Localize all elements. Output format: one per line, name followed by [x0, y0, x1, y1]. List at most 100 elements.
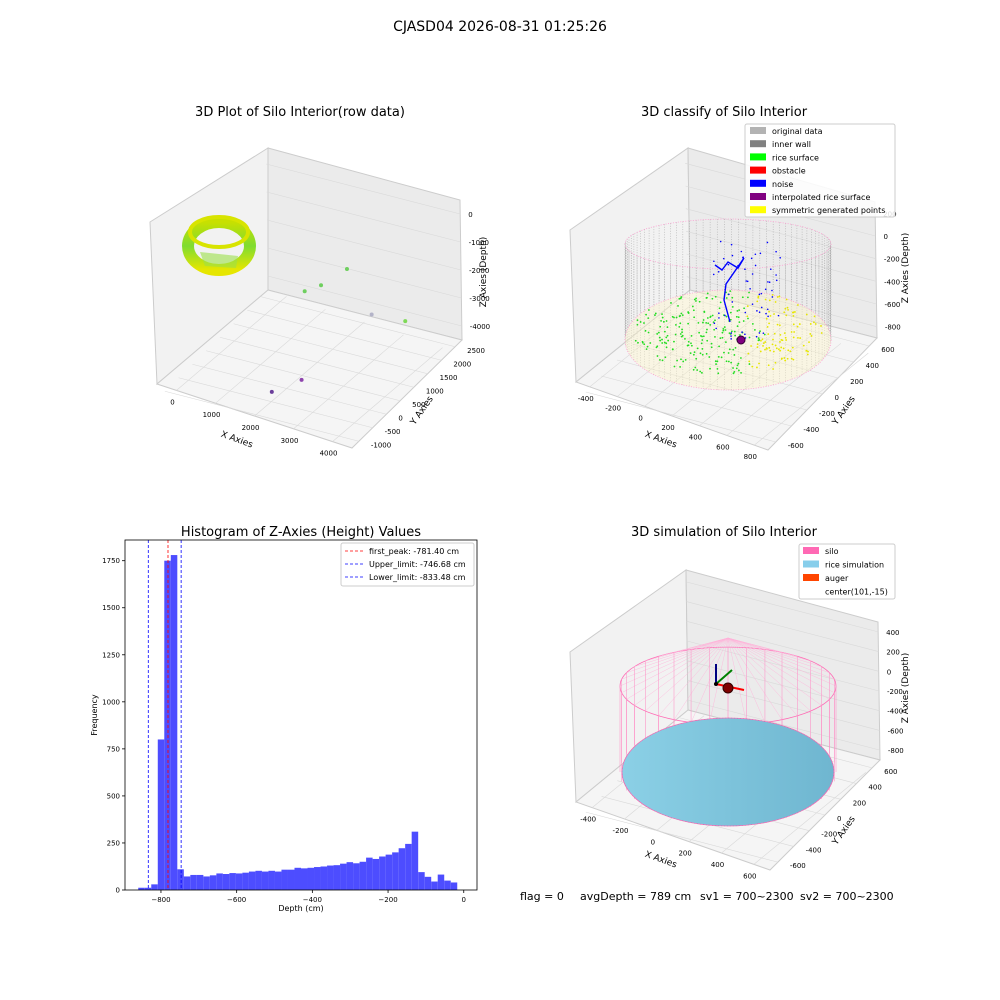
- x-tick-label: -200: [605, 405, 621, 413]
- symmetric-generated-point: [786, 306, 789, 309]
- status-sv2: sv2 = 700~2300: [800, 890, 894, 903]
- symmetric-generated-point: [768, 322, 770, 325]
- rice-surface-point: [725, 297, 728, 299]
- rice-surface-point: [676, 359, 679, 362]
- rice-surface-point: [675, 316, 678, 319]
- rice-surface-point: [719, 337, 722, 340]
- z-tick-label: -800: [885, 324, 901, 332]
- noise-point: [756, 310, 758, 312]
- rice-surface-point: [706, 339, 709, 342]
- symmetric-generated-point: [772, 350, 775, 353]
- rice-surface-point: [634, 339, 637, 342]
- rice-surface-point: [656, 355, 659, 357]
- y-tick-label: 1250: [102, 651, 120, 659]
- symmetric-generated-point: [757, 295, 760, 298]
- noise-point: [730, 338, 732, 340]
- histogram-bar: [157, 739, 165, 890]
- y-grid-line: [247, 309, 442, 361]
- noise-point: [722, 257, 725, 260]
- x-tick-label: −400: [303, 896, 322, 904]
- rice-surface-point: [665, 320, 668, 322]
- z-grid-line: [686, 253, 877, 305]
- bottom-rim-points: [624, 289, 832, 391]
- symmetric-generated-point: [772, 338, 774, 341]
- symmetric-generated-point: [773, 332, 776, 335]
- symmetric-generated-point: [790, 331, 793, 333]
- noise-point: [751, 303, 754, 305]
- noise-point: [744, 311, 747, 314]
- rice-surface-point: [708, 356, 711, 358]
- rice-surface-point: [698, 300, 701, 303]
- rice-surface-point: [673, 316, 675, 319]
- y-tick-label: 0: [835, 394, 839, 402]
- legend-label: auger: [825, 574, 849, 583]
- symmetric-generated-point: [784, 307, 787, 310]
- symmetric-generated-point: [779, 349, 782, 352]
- x-tick-label: 0: [170, 398, 174, 406]
- top-rim-points: [624, 218, 832, 270]
- symmetric-generated-point: [762, 342, 765, 345]
- z-grid-line: [267, 247, 462, 299]
- x-tick-label: 4000: [320, 450, 338, 458]
- histogram-bar: [216, 873, 223, 890]
- rice-surface-point: [659, 358, 661, 361]
- raw-data-point: [269, 389, 274, 394]
- symmetric-generated-point: [809, 333, 812, 335]
- y-tick-label: -500: [385, 428, 401, 436]
- rice-surface-point: [738, 369, 740, 372]
- silo-roof-line: [690, 637, 729, 723]
- symmetric-generated-point: [802, 344, 805, 347]
- noise-point: [746, 280, 749, 283]
- y-grid-line: [585, 811, 778, 863]
- x-grid-line: [726, 343, 842, 436]
- histogram-bar: [340, 863, 347, 890]
- y-grid-line: [164, 390, 359, 442]
- z-tick-label: -600: [888, 727, 904, 735]
- rice-surface-point: [681, 314, 684, 317]
- classify-plot-xlabel: X Axies: [643, 430, 678, 451]
- symmetric-generated-point: [748, 360, 751, 363]
- rice-surface-point: [734, 346, 737, 349]
- x-tick-label: 400: [689, 434, 702, 442]
- rice-surface-point: [717, 355, 720, 358]
- y-grid-line: [679, 295, 870, 347]
- raw-plot-zlabel: Z Axies (Depth): [479, 237, 489, 308]
- symmetric-generated-point: [792, 336, 795, 339]
- histogram-panel: Histogram of Z-Axies (Height) Values −80…: [90, 525, 478, 913]
- x-tick-label: -400: [580, 816, 596, 824]
- rice-surface-point: [641, 340, 644, 343]
- y-tick-label: 0: [837, 815, 841, 823]
- rice-surface-point: [747, 317, 749, 320]
- symmetric-generated-point: [784, 359, 787, 362]
- rice-surface-point: [736, 325, 739, 328]
- symmetric-generated-point: [766, 326, 769, 328]
- symmetric-generated-point: [820, 332, 823, 334]
- silo-roof-line: [727, 637, 747, 725]
- rice-surface-point: [678, 297, 681, 300]
- histogram-bar: [190, 874, 197, 890]
- x-tick-label: 3000: [281, 437, 299, 445]
- noise-point: [758, 293, 761, 296]
- silo-roof-line: [727, 637, 783, 720]
- rice-surface-point: [678, 325, 681, 328]
- rice-surface-point: [696, 369, 699, 371]
- histogram-ylabel: Frequency: [90, 694, 99, 736]
- noise-point: [718, 317, 720, 319]
- rice-surface-point: [671, 315, 674, 318]
- rice-surface-point: [733, 370, 736, 373]
- histogram-bar: [287, 869, 295, 890]
- legend-label: Upper_limit: -746.68 cm: [369, 560, 466, 569]
- z-grid-line: [686, 620, 879, 672]
- rice-surface-point: [737, 362, 740, 365]
- y-tick-label: 600: [881, 346, 894, 354]
- noise-point: [751, 273, 754, 275]
- classify-plot-legend: original data inner wall rice surface obsta…: [744, 123, 896, 218]
- symmetric-generated-point: [778, 324, 781, 327]
- rice-surface-point: [636, 323, 639, 326]
- symmetric-generated-point: [797, 336, 799, 339]
- rice-surface-point: [723, 351, 725, 354]
- z-tick-label: 0: [887, 668, 891, 676]
- rice-surface-point: [739, 334, 741, 336]
- z-tick-label: -600: [885, 301, 901, 309]
- raw-data-point: [302, 289, 307, 294]
